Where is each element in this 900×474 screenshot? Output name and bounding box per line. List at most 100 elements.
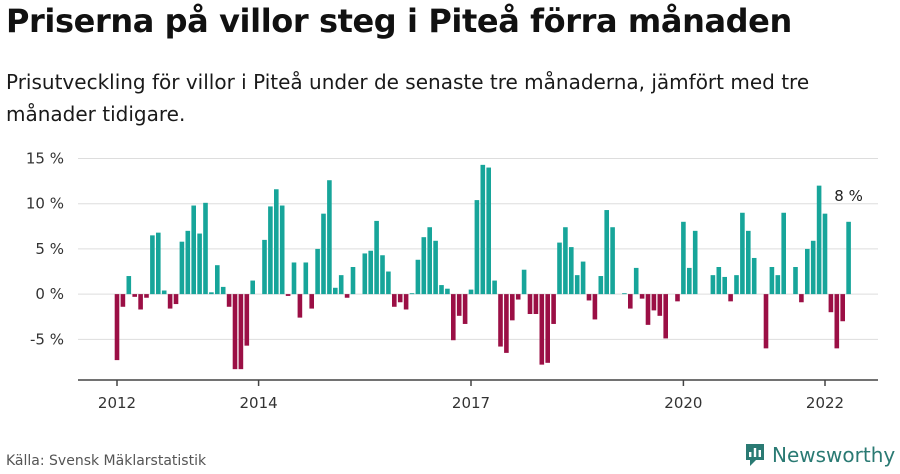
bar — [639, 294, 645, 299]
bar — [633, 267, 639, 295]
bar — [474, 200, 480, 295]
bar — [215, 265, 220, 295]
bar — [150, 235, 155, 295]
bar — [663, 294, 668, 339]
bar — [197, 233, 202, 295]
bar — [368, 250, 373, 295]
bar — [374, 220, 379, 295]
bar — [421, 237, 427, 295]
y-tick-label: 15 % — [26, 150, 64, 168]
bar — [132, 294, 137, 297]
bar — [386, 271, 391, 295]
bar — [144, 294, 149, 298]
bar — [533, 294, 539, 315]
bar — [527, 294, 533, 315]
bar — [740, 212, 745, 295]
bar — [769, 267, 775, 295]
bar — [362, 253, 368, 295]
bar — [114, 294, 120, 361]
bar — [651, 294, 657, 311]
newsworthy-logo-icon — [746, 444, 764, 466]
source-credit: Källa: Svensk Mäklarstatistik — [6, 453, 207, 469]
bar — [592, 294, 598, 320]
bar — [828, 294, 834, 313]
brand-logo[interactable]: Newsworthy — [744, 442, 895, 468]
bar — [846, 221, 851, 295]
bar — [268, 206, 273, 295]
bar — [728, 294, 733, 302]
bar — [492, 280, 497, 295]
bar — [244, 294, 250, 346]
bar — [179, 241, 185, 295]
bar — [486, 167, 491, 295]
bar-chart: 15 %10 %5 %0 %-5 % 2012 2014 2017 2020 2022 … — [26, 150, 878, 412]
bar — [504, 294, 509, 353]
bar — [315, 248, 320, 295]
bar — [557, 242, 562, 295]
bar — [156, 232, 161, 295]
bar — [285, 294, 291, 296]
bar — [327, 180, 332, 295]
bar — [816, 185, 822, 295]
bar — [321, 213, 326, 295]
bar — [545, 294, 550, 363]
y-axis-labels: 15 % 10 % 5 % 0 % -5 % — [26, 150, 64, 349]
bar — [126, 276, 132, 295]
bar — [604, 210, 609, 295]
bar — [439, 285, 444, 295]
bar — [209, 292, 214, 295]
bar — [710, 275, 716, 295]
last-value-label: 8 % — [834, 187, 863, 205]
bar — [291, 262, 297, 295]
bar — [433, 240, 438, 295]
x-tick-label: 2020 — [664, 394, 702, 412]
bar — [775, 275, 781, 295]
bar — [692, 230, 698, 295]
bar — [403, 294, 409, 310]
bar — [380, 255, 385, 295]
x-tick-label: 2017 — [452, 394, 490, 412]
bar — [805, 248, 810, 295]
bar — [563, 227, 568, 295]
bar — [781, 212, 786, 295]
bar — [279, 205, 285, 295]
bar — [409, 293, 415, 295]
bar — [161, 290, 167, 295]
bars — [114, 164, 851, 370]
bar — [716, 267, 722, 295]
y-tick-label: 0 % — [35, 285, 64, 303]
bar — [480, 164, 486, 295]
bar — [238, 294, 244, 370]
bar — [397, 294, 403, 303]
bar — [338, 275, 344, 295]
subtitle: Prisutveckling för villor i Piteå under … — [6, 70, 810, 126]
bar — [763, 294, 769, 349]
bar — [510, 294, 515, 321]
x-tick-label: 2022 — [806, 394, 844, 412]
bar — [185, 230, 191, 295]
bar — [138, 294, 143, 310]
y-tick-label: -5 % — [30, 330, 64, 348]
x-axis-labels: 2012 2014 2017 2020 2022 — [98, 380, 844, 412]
bar — [120, 294, 126, 307]
bar — [392, 294, 397, 307]
bar — [191, 205, 196, 295]
bar — [309, 294, 314, 309]
bar — [539, 294, 545, 365]
bar — [628, 294, 633, 309]
bar — [468, 289, 474, 295]
bar — [799, 294, 804, 303]
bar — [751, 257, 757, 295]
bar — [344, 294, 350, 298]
bar — [220, 286, 226, 295]
bar — [350, 267, 356, 295]
bar — [645, 294, 651, 325]
bar — [574, 275, 580, 295]
bar — [415, 259, 421, 295]
bar — [822, 213, 828, 295]
bar — [521, 269, 527, 295]
bar — [734, 275, 739, 295]
bar — [722, 276, 727, 295]
bar — [203, 202, 208, 295]
bar — [274, 189, 279, 295]
